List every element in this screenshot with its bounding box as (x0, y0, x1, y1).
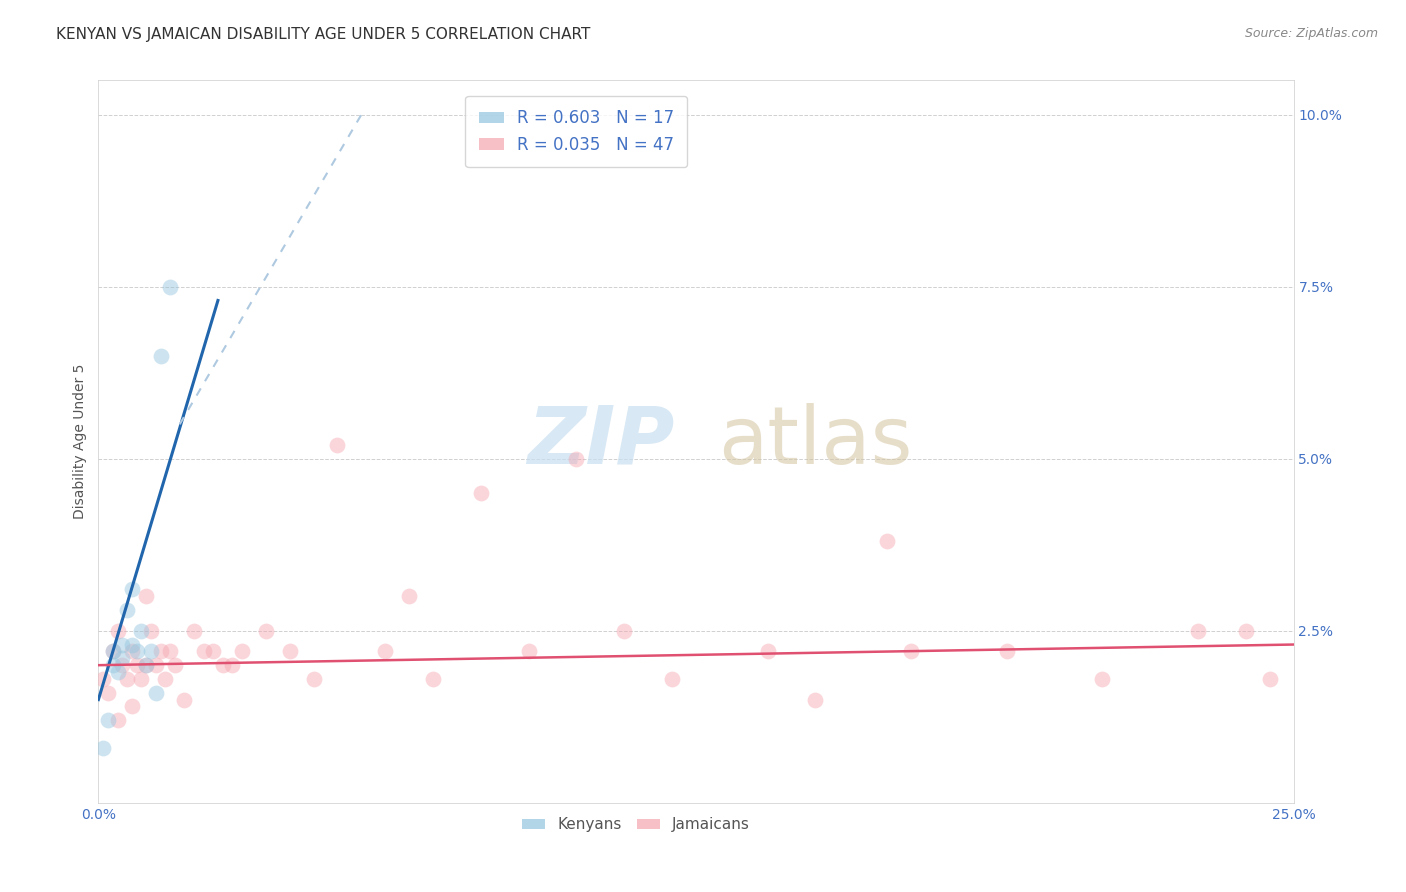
Point (111, 658, 134, 673)
Text: KENYAN VS JAMAICAN DISABILITY AGE UNDER 5 CORRELATION CHART: KENYAN VS JAMAICAN DISABILITY AGE UNDER … (56, 27, 591, 42)
Point (1234, 624, 1257, 638)
Point (661, 672, 683, 686)
Point (231, 644, 253, 658)
Point (876, 534, 898, 549)
Point (1258, 672, 1281, 686)
Point (115, 672, 138, 686)
Point (111, 651, 134, 665)
Point (163, 658, 186, 673)
Point (193, 644, 215, 658)
Point (131, 624, 153, 638)
Point (155, 672, 177, 686)
Point (121, 582, 143, 597)
Point (756, 644, 779, 658)
Point (125, 658, 148, 673)
Point (131, 672, 153, 686)
Point (101, 658, 124, 673)
Point (202, 644, 225, 658)
Point (398, 590, 420, 604)
Text: ZIP: ZIP (527, 402, 673, 481)
Point (1187, 624, 1209, 638)
Text: Source: ZipAtlas.com: Source: ZipAtlas.com (1244, 27, 1378, 40)
Point (900, 644, 922, 658)
Point (517, 644, 540, 658)
Point (173, 692, 195, 706)
Point (135, 590, 157, 604)
Point (107, 713, 129, 727)
Point (278, 644, 301, 658)
Point (254, 624, 277, 638)
Point (211, 658, 233, 673)
Point (125, 644, 148, 658)
Y-axis label: Disability Age Under 5: Disability Age Under 5 (73, 364, 87, 519)
Point (111, 638, 134, 652)
Point (107, 624, 129, 638)
Point (97, 713, 120, 727)
Point (91, 672, 114, 686)
Point (302, 672, 325, 686)
Point (326, 438, 349, 452)
Point (145, 686, 167, 700)
Point (613, 624, 636, 638)
Point (470, 486, 492, 500)
Point (121, 699, 143, 714)
Point (145, 658, 167, 673)
Point (374, 644, 396, 658)
Point (804, 692, 827, 706)
Point (139, 624, 162, 638)
Point (149, 644, 172, 658)
Point (183, 624, 205, 638)
Point (115, 603, 138, 617)
Point (995, 644, 1018, 658)
Point (101, 644, 124, 658)
Legend: Kenyans, Jamaicans: Kenyans, Jamaicans (516, 812, 756, 838)
Point (101, 644, 124, 658)
Point (91, 740, 114, 755)
Point (422, 672, 444, 686)
Point (1091, 672, 1114, 686)
Point (565, 451, 588, 466)
Point (135, 658, 157, 673)
Point (159, 279, 181, 293)
Point (159, 644, 181, 658)
Point (139, 644, 162, 658)
Point (121, 638, 143, 652)
Point (107, 665, 129, 679)
Point (221, 658, 243, 673)
Point (121, 644, 143, 658)
Point (97, 686, 120, 700)
Point (135, 658, 157, 673)
Text: atlas: atlas (718, 402, 912, 481)
Point (149, 349, 172, 363)
